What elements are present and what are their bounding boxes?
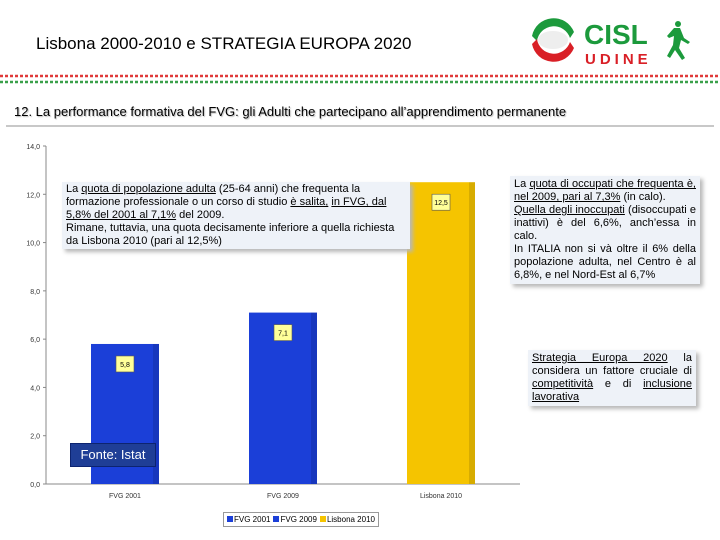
note1-t4: è salita,	[290, 196, 329, 208]
bar-shade	[469, 182, 475, 484]
legend-label: FVG 2009	[280, 515, 317, 524]
note3-t2: la considera un fattore cruciale di	[532, 352, 692, 377]
legend-swatch	[227, 516, 233, 522]
source-label: Fonte: Istat	[70, 443, 156, 467]
note2-t6: In ITALIA non si và oltre il 6% della po…	[514, 243, 696, 281]
note3-t3: competitività	[532, 378, 594, 390]
y-tick-label: 8,0	[30, 289, 40, 296]
bar	[249, 312, 317, 484]
note2-t5: (disoccupati e inattivi) è del 6,6%, anc…	[514, 204, 696, 242]
note1-t1: La	[66, 183, 82, 195]
legend-label: Lisbona 2010	[326, 515, 375, 524]
note3-t4: e di	[593, 378, 644, 390]
legend-item: FVG 2009	[273, 513, 317, 526]
x-tick-label: FVG 2001	[109, 493, 141, 500]
note1-t3: (25-64 anni) che frequenta la formazione…	[66, 183, 361, 208]
x-tick-label: FVG 2009	[267, 493, 299, 500]
legend-item: Lisbona 2010	[319, 513, 375, 526]
note-box-europa2020: Strategia Europa 2020 la considera un fa…	[528, 350, 696, 406]
bar-shade	[153, 343, 159, 484]
y-tick-label: 6,0	[30, 337, 40, 344]
note1-t7: Rimane, tuttavia, una quota decisamente …	[66, 222, 395, 247]
legend-swatch	[273, 516, 280, 522]
note2-t2: quota di occupati che frequenta è, nel 2…	[514, 178, 696, 203]
logo-text-bottom: UDINE	[585, 51, 652, 68]
note3-t1: Strategia Europa 2020	[532, 352, 668, 364]
runner-figure-icon	[667, 21, 690, 60]
note2-t1: La	[514, 178, 530, 190]
data-label: 5,8	[120, 362, 130, 369]
bar	[407, 182, 475, 484]
legend-swatch	[319, 516, 326, 522]
section-underline	[6, 125, 714, 127]
header-separator	[0, 74, 720, 84]
data-label: 12,5	[434, 200, 448, 207]
legend-item: FVG 2001	[227, 513, 270, 526]
y-tick-label: 4,0	[30, 385, 40, 392]
note1-t5: in FVG, dal 5,8% del 2001 al 7,1%	[66, 196, 387, 221]
note3-t5: inclusione lavorativa	[532, 378, 692, 403]
note2-t3: (in calo).	[620, 191, 666, 203]
cisl-logo: CISL UDINE	[532, 18, 690, 68]
data-label-box	[431, 193, 451, 211]
logo-text-top: CISL	[584, 19, 648, 50]
section-title: 12. La performance formativa del FVG: gl…	[14, 104, 567, 119]
note-box-adults: La quota di popolazione adulta (25-64 an…	[62, 182, 410, 249]
data-label-box	[115, 355, 135, 373]
y-tick-label: 14,0	[26, 144, 40, 151]
y-tick-label: 10,0	[26, 241, 40, 248]
note2-t4: Quella degli inoccupati	[514, 204, 625, 216]
note1-t6: del 2009.	[176, 209, 225, 221]
page-title: Lisbona 2000-2010 e STRATEGIA EUROPA 202…	[36, 34, 412, 53]
y-tick-label: 0,0	[30, 482, 40, 489]
data-label: 7,1	[278, 331, 288, 338]
note1-t2: quota di popolazione adulta	[81, 183, 216, 195]
y-tick-label: 12,0	[26, 192, 40, 199]
bar-shade	[311, 312, 317, 484]
cisl-emblem-icon	[532, 18, 574, 62]
y-tick-label: 2,0	[30, 434, 40, 441]
legend-label: FVG 2001	[234, 515, 271, 524]
chart-legend: FVG 2001 FVG 2009 Lisbona 2010	[223, 512, 379, 527]
x-tick-label: Lisbona 2010	[420, 493, 462, 500]
note-box-employed: La quota di occupati che frequenta è, ne…	[510, 176, 700, 284]
data-label-box	[273, 324, 293, 341]
